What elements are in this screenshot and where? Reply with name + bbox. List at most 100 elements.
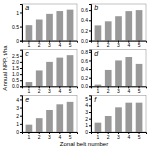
tick: 0.4 <box>81 17 91 23</box>
tick-label: 1 <box>28 134 31 140</box>
bars <box>95 103 143 132</box>
tick-label: 0 <box>16 38 19 44</box>
bar <box>56 104 63 132</box>
tick: 1 <box>28 132 31 140</box>
subplot-label: c <box>25 50 29 57</box>
tick-label: 2.5 <box>12 53 19 59</box>
bar <box>115 16 122 40</box>
bar <box>95 85 102 87</box>
tick-mark <box>89 10 91 11</box>
tick: 3 <box>117 132 120 140</box>
tick: 1 <box>16 121 22 127</box>
tick-label: 1 <box>97 134 100 140</box>
tick: 3 <box>117 86 120 94</box>
chart: 00.5112345a0.00.20.40.612345b0.00.51.01.… <box>0 0 150 150</box>
bar <box>105 21 112 40</box>
tick: 4 <box>58 132 61 140</box>
tick-label: 3 <box>48 134 51 140</box>
tick: 2 <box>107 41 110 49</box>
bars <box>26 10 74 41</box>
tick-mark <box>89 30 91 31</box>
tick-label: 0.8 <box>81 49 88 55</box>
plot-frame <box>91 95 146 132</box>
tick-label: 0.4 <box>81 66 88 72</box>
subplot-label: d <box>94 50 99 57</box>
tick-mark <box>20 80 22 81</box>
tick-label: 1 <box>97 42 100 48</box>
tick-label: 4 <box>58 134 61 140</box>
tick-mark <box>89 125 91 126</box>
tick-label: 1 <box>28 88 31 94</box>
tick-label: 0.2 <box>81 75 88 81</box>
tick-mark <box>20 132 22 133</box>
tick-label: 3 <box>117 134 120 140</box>
tick-label: 0 <box>85 129 88 135</box>
subplot: 01234512345f <box>85 95 146 139</box>
bar <box>105 70 112 86</box>
tick: 1 <box>97 86 100 94</box>
tick-label: 0.4 <box>81 17 88 23</box>
bar <box>125 11 132 41</box>
tick: 4 <box>85 102 91 108</box>
subplot: 0.00.51.01.52.02.512345c <box>12 50 77 94</box>
bar <box>125 57 132 86</box>
tick-label: 0.0 <box>12 83 19 89</box>
x-axis-title: Zonal belt number <box>60 141 108 147</box>
tick-mark <box>89 86 91 87</box>
x-axis: 12345 <box>23 41 78 49</box>
tick: 1 <box>97 41 100 49</box>
tick-label: 0.2 <box>81 28 88 34</box>
tick-label: 2 <box>38 88 41 94</box>
y-axis: 00.51 <box>12 5 22 44</box>
subplot-label: e <box>25 96 29 103</box>
tick-label: 2 <box>107 42 110 48</box>
bars <box>26 55 74 86</box>
tick: 0.0 <box>81 38 91 44</box>
tick: 1.0 <box>12 71 22 77</box>
bar <box>26 125 33 132</box>
y-axis: 012345 <box>85 96 91 135</box>
plot-frame <box>22 4 77 41</box>
tick-label: 1 <box>16 10 19 16</box>
tick-label: 0.0 <box>81 83 88 89</box>
bar <box>95 25 102 40</box>
tick-mark <box>89 105 91 106</box>
axis-line <box>89 5 92 42</box>
tick-mark <box>20 116 22 117</box>
tick: 0 <box>16 38 22 44</box>
tick: 1 <box>28 86 31 94</box>
tick-label: 1.0 <box>12 71 19 77</box>
tick: 1 <box>16 10 22 16</box>
tick: 0.5 <box>12 24 22 30</box>
tick: 4 <box>127 86 130 94</box>
tick: 1 <box>97 132 100 140</box>
tick-label: 1 <box>28 42 31 48</box>
subplot: 0.00.20.40.60.812345d <box>81 49 146 94</box>
tick-label: 1 <box>85 122 88 128</box>
tick-label: 3 <box>117 88 120 94</box>
bar <box>67 55 74 86</box>
tick-label: 1 <box>16 121 19 127</box>
plot-frame <box>91 4 146 41</box>
subplot-label: b <box>94 4 98 11</box>
tick-mark <box>20 68 22 69</box>
tick-label: 2 <box>107 88 110 94</box>
y-axis-title: Annual NPP, t/ha <box>2 45 8 91</box>
bar <box>115 60 122 86</box>
tick-label: 5 <box>138 134 141 140</box>
tick-mark <box>20 86 22 87</box>
tick: 0.2 <box>81 28 91 34</box>
tick: 5 <box>85 96 91 102</box>
tick: 2 <box>16 113 22 119</box>
tick-label: 2 <box>38 42 41 48</box>
tick: 0.5 <box>12 77 22 83</box>
tick-mark <box>20 56 22 57</box>
tick: 0 <box>16 129 22 135</box>
tick: 1 <box>85 122 91 128</box>
tick-label: 2 <box>107 134 110 140</box>
bar <box>26 25 33 41</box>
tick-label: 3 <box>16 105 19 111</box>
tick-mark <box>20 41 22 42</box>
tick-label: 5 <box>138 42 141 48</box>
tick: 4 <box>127 132 130 140</box>
